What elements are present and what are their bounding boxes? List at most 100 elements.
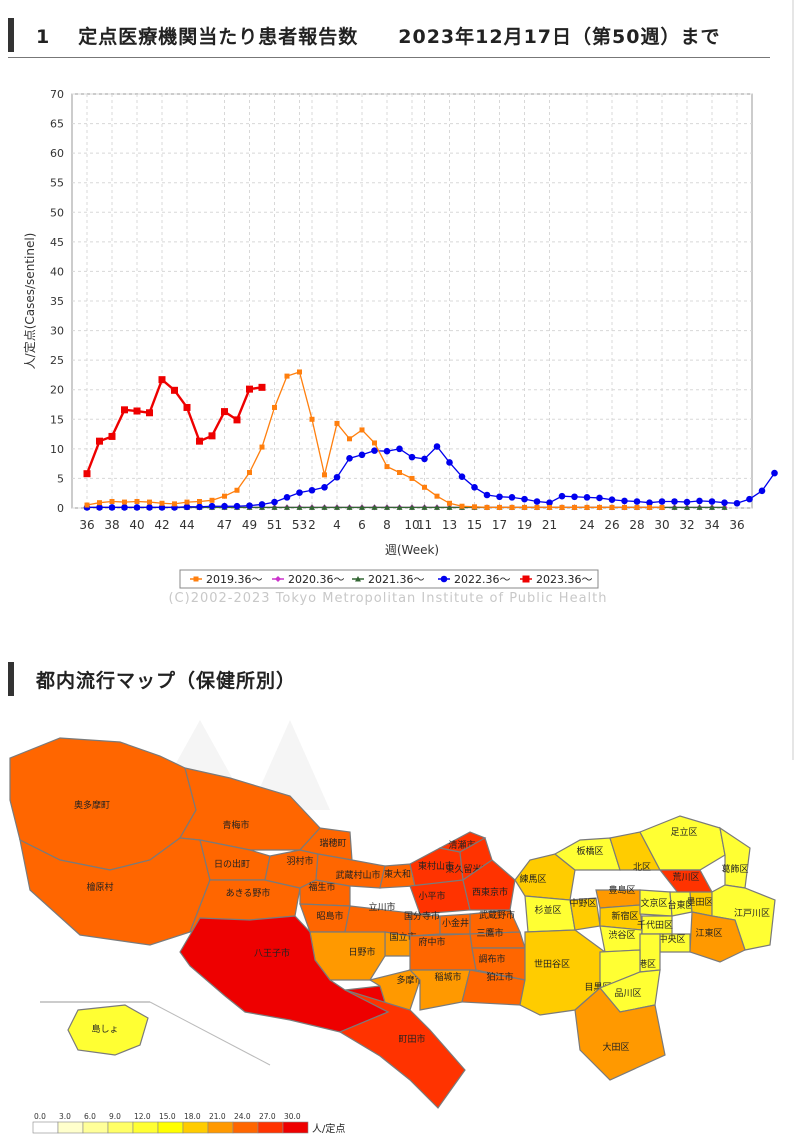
- data-point: [147, 499, 152, 505]
- data-point: [621, 497, 628, 505]
- legend-label: 2021.36～: [368, 573, 425, 586]
- map-region-label: 板橋区: [576, 845, 603, 857]
- data-point: [533, 498, 541, 505]
- section-header-2: 都内流行マップ（保健所別）: [8, 656, 770, 702]
- data-point: [183, 403, 191, 411]
- x-tick-label: 24: [579, 518, 594, 532]
- data-point: [247, 470, 252, 476]
- data-point: [259, 444, 265, 450]
- data-point: [559, 504, 565, 510]
- y-tick-label: 30: [50, 325, 64, 338]
- data-point: [258, 501, 266, 508]
- legend-box: [179, 569, 599, 589]
- data-point: [472, 504, 477, 510]
- section-header-1: 1 定点医療機関当たり患者報告数 2023年12月17日（第50週）まで: [8, 12, 770, 58]
- map-region-label: 町田市: [398, 1033, 425, 1045]
- data-point: [208, 432, 216, 440]
- data-point: [583, 494, 591, 501]
- y-tick-label: 65: [50, 118, 64, 131]
- data-point: [172, 501, 177, 507]
- y-tick-label: 10: [50, 443, 64, 456]
- data-point: [447, 500, 452, 506]
- data-point: [522, 575, 530, 583]
- map-region-label: 港区: [638, 958, 656, 970]
- header-rule: [8, 57, 770, 58]
- data-point: [121, 406, 128, 414]
- data-point: [358, 451, 366, 459]
- data-point: [197, 498, 202, 504]
- y-tick-label: 55: [50, 177, 64, 190]
- data-point: [422, 484, 427, 490]
- y-axis-label: 人/定点(Cases/sentinel): [22, 233, 37, 370]
- x-tick-label: 2: [308, 518, 316, 532]
- data-point: [634, 504, 640, 510]
- x-tick-label: 51: [267, 518, 282, 532]
- x-tick-label: 28: [629, 518, 644, 532]
- data-point: [596, 494, 603, 502]
- series-0: [84, 369, 665, 510]
- data-point: [483, 491, 491, 499]
- legend-swatch: [57, 1121, 84, 1134]
- y-tick-label: 35: [50, 295, 64, 308]
- data-point: [597, 504, 602, 510]
- map-region-label: 福生市: [308, 881, 335, 893]
- data-point: [321, 504, 328, 510]
- data-point: [96, 437, 103, 445]
- data-point: [283, 494, 291, 501]
- data-point: [646, 499, 653, 506]
- legend-tick-label: 30.0: [284, 1112, 301, 1121]
- data-point: [733, 499, 741, 507]
- data-point: [408, 453, 416, 461]
- map-region: [338, 989, 466, 1109]
- data-point: [334, 504, 340, 510]
- data-point: [334, 420, 340, 426]
- legend-swatch: [232, 1121, 259, 1134]
- y-tick-label: 25: [50, 354, 64, 367]
- map-region-label: 練馬区: [519, 873, 546, 885]
- data-point: [584, 504, 590, 510]
- legend-tick-label: 15.0: [159, 1112, 176, 1121]
- data-point: [696, 504, 703, 510]
- data-point: [547, 504, 552, 510]
- data-point: [308, 486, 316, 494]
- title-number: 1: [36, 26, 51, 48]
- x-tick-label: 36: [729, 518, 744, 532]
- data-point: [633, 498, 641, 505]
- data-point: [309, 504, 315, 510]
- map-region: [408, 969, 471, 1011]
- data-point: [159, 500, 165, 506]
- map-region-label: 奥多摩町: [74, 799, 110, 811]
- map-region-label: 昭島市: [316, 910, 343, 922]
- data-point: [671, 498, 678, 505]
- y-tick-label: 45: [50, 236, 64, 249]
- map-region-label: 杉並区: [534, 904, 561, 916]
- data-point: [459, 503, 465, 509]
- x-tick-label: 17: [492, 518, 507, 532]
- data-point: [246, 385, 253, 393]
- x-tick-label: 47: [217, 518, 232, 532]
- data-point: [397, 470, 402, 476]
- map-region-label: 八王子市: [254, 947, 290, 959]
- data-point: [193, 576, 199, 582]
- data-point: [371, 504, 378, 510]
- data-point: [571, 493, 578, 501]
- map-region: [179, 767, 321, 851]
- copyright-text: (C)2002-2023 Tokyo Metropolitan Institut…: [168, 591, 607, 606]
- series-4: [83, 376, 266, 478]
- legend-swatch: [32, 1121, 59, 1134]
- data-point: [196, 437, 203, 445]
- data-point: [347, 436, 352, 442]
- map-region: [574, 987, 666, 1081]
- legend-tick-label: 0.0: [34, 1112, 46, 1121]
- data-point: [546, 499, 553, 506]
- map-region: [689, 911, 746, 963]
- data-point: [609, 504, 615, 510]
- data-point: [246, 502, 253, 509]
- data-point: [446, 459, 453, 466]
- map-region-label: あきる野市: [226, 887, 271, 899]
- map-region-label: 羽村市: [286, 855, 313, 867]
- data-point: [355, 576, 361, 582]
- data-point: [359, 427, 365, 433]
- data-point: [522, 504, 527, 510]
